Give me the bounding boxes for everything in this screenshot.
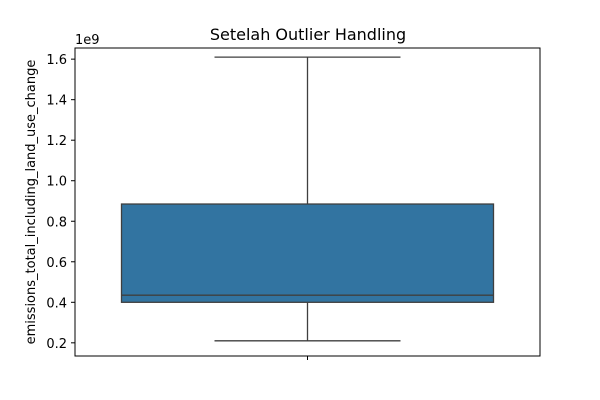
chart-title: Setelah Outlier Handling bbox=[210, 25, 406, 44]
y-tick-label: 1.0 bbox=[46, 175, 67, 190]
y-tick-label: 0.2 bbox=[46, 337, 67, 352]
y-tick-label: 1.4 bbox=[46, 94, 67, 109]
plot-frame bbox=[74, 47, 541, 357]
y-tick-label: 1.2 bbox=[46, 134, 67, 149]
interquartile-box bbox=[120, 203, 495, 303]
y-axis-offset-label: 1e9 bbox=[75, 33, 100, 48]
y-tick-label: 0.8 bbox=[46, 215, 67, 230]
y-tick-label: 1.6 bbox=[46, 53, 67, 68]
y-axis-title: emissions_total_including_land_use_chang… bbox=[24, 60, 39, 345]
y-tick-label: 0.6 bbox=[46, 256, 67, 271]
y-tick-label: 0.4 bbox=[46, 296, 67, 311]
box-plot bbox=[120, 56, 495, 342]
y-axis-ticks: 0.2 0.4 0.6 0.8 1.0 1.2 1.4 1.6 bbox=[46, 53, 75, 352]
